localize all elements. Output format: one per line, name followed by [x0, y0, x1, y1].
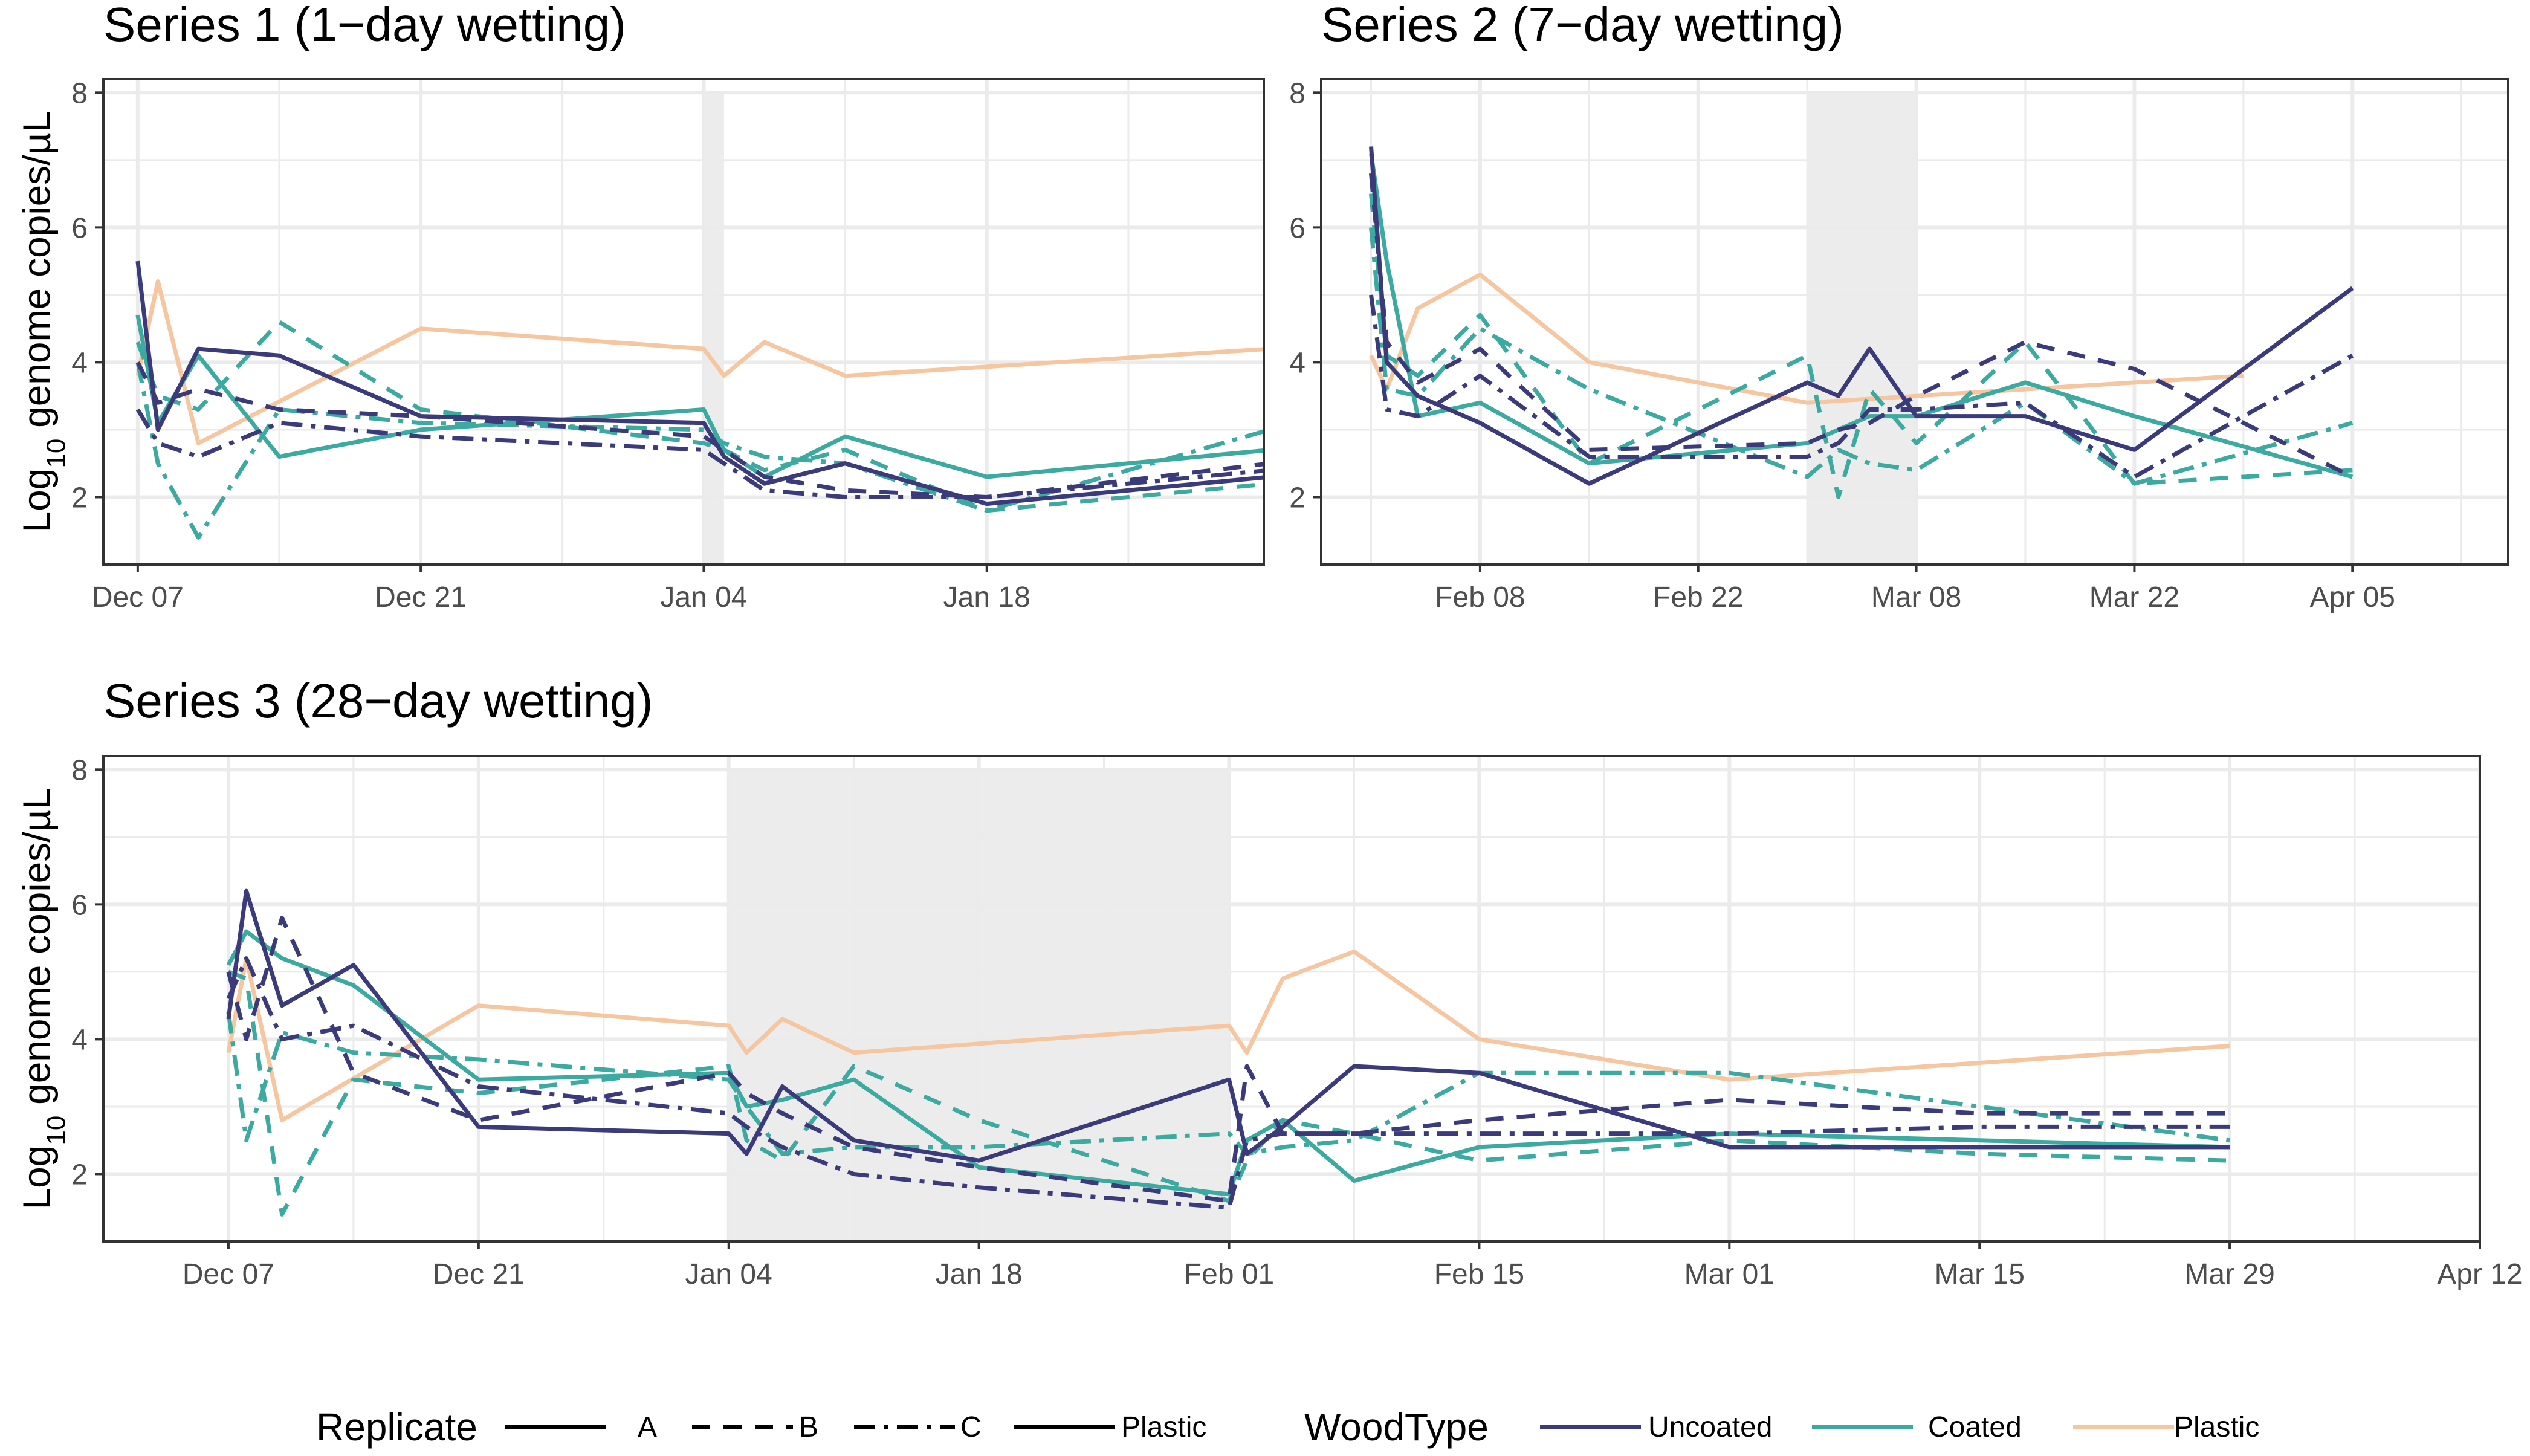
- x-tick-label: Mar 01: [1684, 1258, 1775, 1290]
- plot-background-s3: [103, 756, 2480, 1241]
- x-tick-label: Dec 07: [92, 581, 184, 613]
- legend-replicate-label-a: A: [638, 1411, 657, 1443]
- series-lines-s2: [1369, 146, 2354, 499]
- legend-wood-label-uncoated: Uncoated: [1648, 1411, 1772, 1443]
- legend-woodtype-title: WoodType: [1304, 1405, 1489, 1449]
- legend-replicate-label-b: B: [799, 1411, 818, 1443]
- y-tick-label: 6: [1289, 212, 1305, 244]
- y-tick-label: 4: [1289, 347, 1305, 379]
- panel-s1: Series 1 (1−day wetting) Dec 07 Dec 21 Jan …: [15, 0, 1265, 613]
- series-coated-c-s3: [226, 1012, 2230, 1156]
- legend-replicate-label-plastic: Plastic: [1121, 1411, 1206, 1443]
- plot-background-s1: [103, 79, 1264, 565]
- series-coated-a-s3: [226, 929, 2230, 1197]
- y-tick-label: 2: [71, 1159, 88, 1191]
- legend-wood-label-coated: Coated: [1928, 1411, 2022, 1443]
- plot-frame-s1: [102, 78, 1265, 566]
- x-tick-label: Feb 01: [1184, 1258, 1274, 1290]
- series-plastic-s3: [226, 949, 2230, 1122]
- y-tick-label: 2: [1289, 482, 1305, 514]
- x-tick-label: Dec 21: [375, 581, 467, 613]
- y-tick-label: 8: [71, 77, 88, 109]
- x-tick-label: Jan 04: [660, 581, 747, 613]
- x-tick-label: Feb 08: [1435, 581, 1525, 613]
- gridlines-s3: [103, 756, 2480, 1241]
- series-coated-b-s2: [1369, 193, 2353, 499]
- x-tick-label: Mar 29: [2184, 1258, 2274, 1290]
- shaded-region-s1-0: [704, 92, 724, 565]
- x-tick-label: Mar 08: [1871, 581, 1961, 613]
- legend-woodtype: WoodType Uncoated Coated Plastic: [1304, 1405, 2259, 1449]
- panel-title-s1: Series 1 (1−day wetting): [103, 0, 626, 51]
- x-tick-label: Dec 07: [183, 1258, 274, 1290]
- panel-s2: Series 2 (7−day wetting) Feb 08 Feb 22 Mar …: [1289, 0, 2509, 613]
- y-tick-label: 8: [1289, 77, 1305, 109]
- x-tick-label: Feb 15: [1434, 1258, 1524, 1290]
- legend: Replicate A B C Plastic WoodType Uncoate…: [316, 1405, 2259, 1449]
- y-tick-label: 8: [71, 754, 88, 786]
- panel-title-s3: Series 3 (28−day wetting): [103, 674, 653, 728]
- x-tick-label: Mar 15: [1935, 1258, 2025, 1290]
- y-tick-label: 6: [71, 889, 88, 921]
- series-uncoated-b-s2: [1369, 173, 2354, 479]
- series-plastic-s1: [135, 279, 1264, 445]
- series-uncoated-b-s3: [226, 916, 2230, 1203]
- x-tick-label: Dec 21: [433, 1258, 525, 1290]
- series-coated-b-s1: [135, 320, 1264, 513]
- plot-frame-s3: [102, 755, 2481, 1243]
- legend-replicate-label-c: C: [960, 1411, 982, 1443]
- shaded-region-s2-0: [1807, 92, 1917, 565]
- series-uncoated-a-s1: [135, 260, 1264, 506]
- x-tick-label: Jan 18: [936, 1258, 1023, 1290]
- y-tick-label: 2: [71, 482, 88, 514]
- y-tick-label: 4: [71, 347, 88, 379]
- legend-wood-label-plastic: Plastic: [2174, 1411, 2259, 1443]
- y-axis-label-s1: Log10 genome copies/µL: [15, 111, 71, 533]
- x-tick-label: Jan 04: [685, 1258, 772, 1290]
- x-tick-label: Apr 12: [2437, 1258, 2522, 1290]
- x-tick-label: Apr 05: [2310, 581, 2395, 613]
- x-tick-label: Feb 22: [1653, 581, 1743, 613]
- panel-s3: Series 3 (28−day wetting) Dec 07 Dec 21 Jan…: [15, 674, 2522, 1290]
- series-coated-b-s3: [227, 969, 2230, 1217]
- legend-replicate-title: Replicate: [316, 1405, 477, 1449]
- series-lines-s1: [135, 260, 1264, 540]
- series-uncoated-b-s1: [135, 361, 1264, 499]
- series-coated-c-s1: [135, 361, 1264, 540]
- series-uncoated-c-s2: [1369, 294, 2354, 479]
- y-tick-label: 4: [71, 1024, 88, 1056]
- legend-replicate: Replicate A B C Plastic: [316, 1405, 1206, 1449]
- plot-frame-s2: [1320, 78, 2509, 566]
- y-tick-label: 6: [71, 212, 88, 244]
- y-axis-label-s3: Log10 genome copies/µL: [15, 788, 71, 1210]
- x-tick-label: Jan 18: [943, 581, 1030, 613]
- series-uncoated-a-s2: [1369, 146, 2354, 486]
- series-lines-s3: [226, 888, 2230, 1217]
- x-tick-label: Mar 22: [2089, 581, 2179, 613]
- series-uncoated-a-s3: [226, 888, 2230, 1163]
- shaded-region-s3-0: [728, 769, 1229, 1241]
- panel-title-s2: Series 2 (7−day wetting): [1321, 0, 1844, 51]
- panels: Series 1 (1−day wetting) Dec 07 Dec 21 Jan …: [15, 0, 2522, 1290]
